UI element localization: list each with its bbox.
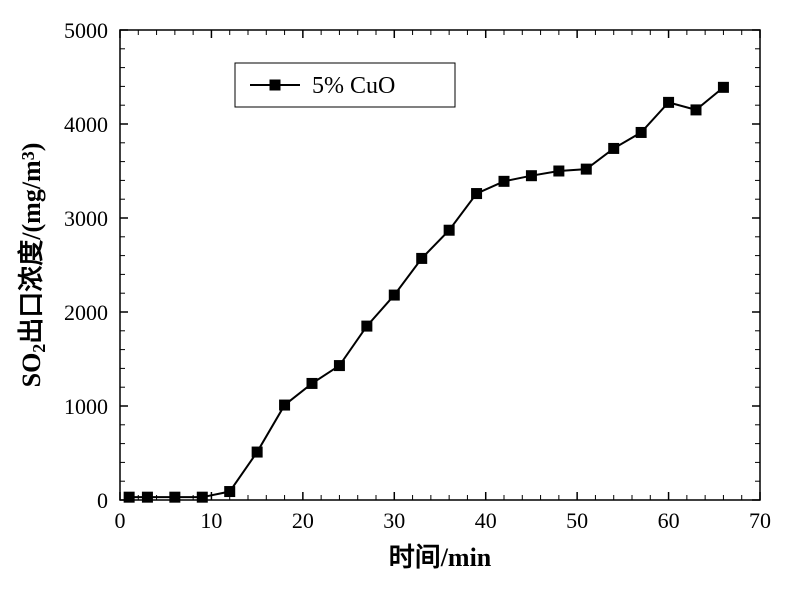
series-marker xyxy=(718,82,728,92)
series-marker xyxy=(197,492,207,502)
x-tick-label: 0 xyxy=(115,508,126,533)
series-marker xyxy=(362,321,372,331)
y-tick-label: 5000 xyxy=(64,18,108,43)
x-tick-label: 30 xyxy=(383,508,405,533)
series-marker xyxy=(389,290,399,300)
series-marker xyxy=(225,487,235,497)
legend-marker xyxy=(270,80,280,90)
y-tick-label: 4000 xyxy=(64,112,108,137)
legend-label: 5% CuO xyxy=(312,73,395,99)
chart-container: 0 10 20 30 40 50 60 70 0 1000 2000 3000 4000 5000 时间/m… xyxy=(0,0,800,598)
series-marker xyxy=(417,253,427,263)
series-marker xyxy=(124,492,134,502)
x-tick-label: 60 xyxy=(658,508,680,533)
series-marker xyxy=(499,176,509,186)
series-marker xyxy=(280,400,290,410)
x-tick-label: 70 xyxy=(749,508,771,533)
series-marker xyxy=(252,447,262,457)
y-tick-label: 1000 xyxy=(64,394,108,419)
series-marker xyxy=(636,127,646,137)
series-marker xyxy=(581,164,591,174)
series-marker xyxy=(526,171,536,181)
series-marker xyxy=(472,189,482,199)
series-marker xyxy=(170,492,180,502)
x-tick-label: 10 xyxy=(200,508,222,533)
series-marker xyxy=(691,105,701,115)
x-axis-label: 时间/min xyxy=(389,543,492,572)
y-tick-label: 2000 xyxy=(64,300,108,325)
series-marker xyxy=(554,166,564,176)
y-tick-label: 0 xyxy=(97,488,108,513)
series-marker xyxy=(142,492,152,502)
chart-svg: 0 10 20 30 40 50 60 70 0 1000 2000 3000 4000 5000 时间/m… xyxy=(0,0,800,598)
series-marker xyxy=(334,361,344,371)
x-tick-label: 20 xyxy=(292,508,314,533)
series-marker xyxy=(664,97,674,107)
y-tick-label: 3000 xyxy=(64,206,108,231)
series-marker xyxy=(609,143,619,153)
x-tick-label: 40 xyxy=(475,508,497,533)
series-marker xyxy=(444,225,454,235)
series-marker xyxy=(307,378,317,388)
x-tick-label: 50 xyxy=(566,508,588,533)
